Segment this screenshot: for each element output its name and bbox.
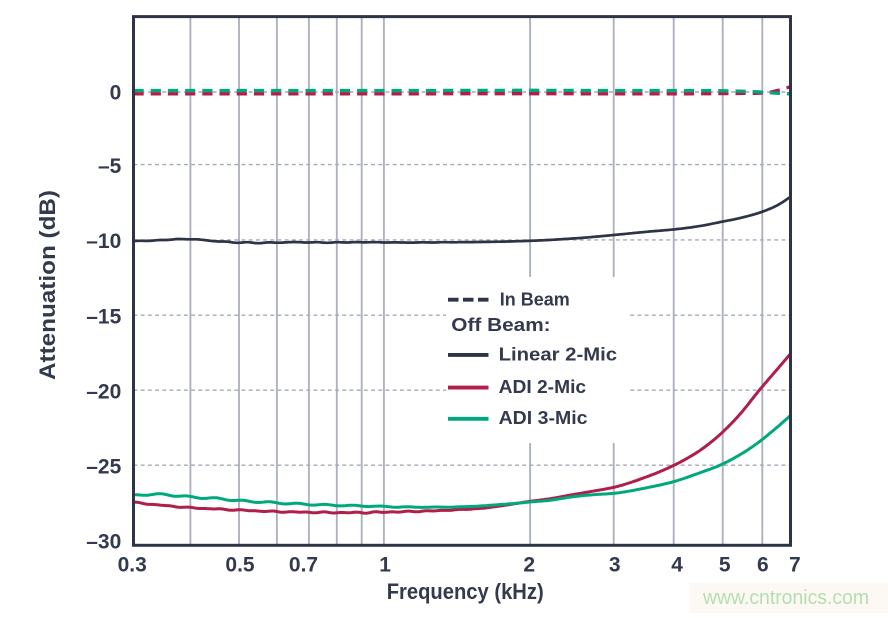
svg-text:In Beam: In Beam <box>500 288 570 309</box>
svg-text:7: 7 <box>789 553 801 576</box>
svg-text:5: 5 <box>719 553 731 576</box>
svg-text:–15: –15 <box>86 305 121 328</box>
svg-text:1: 1 <box>379 553 391 576</box>
svg-text:–20: –20 <box>86 380 121 403</box>
svg-text:0: 0 <box>110 81 122 104</box>
svg-text:–5: –5 <box>98 155 122 178</box>
svg-text:4: 4 <box>671 553 683 576</box>
svg-text:–10: –10 <box>86 230 121 253</box>
svg-text:2: 2 <box>523 553 535 576</box>
svg-text:www.cntronics.com: www.cntronics.com <box>702 587 869 609</box>
svg-text:–30: –30 <box>86 531 121 554</box>
svg-text:Attenuation (dB): Attenuation (dB) <box>35 190 60 380</box>
svg-text:6: 6 <box>757 553 769 576</box>
svg-text:Linear 2-Mic: Linear 2-Mic <box>499 343 617 364</box>
svg-text:0.7: 0.7 <box>289 553 318 576</box>
svg-text:ADI 2-Mic: ADI 2-Mic <box>499 376 587 397</box>
svg-text:–25: –25 <box>86 455 121 478</box>
svg-text:0.5: 0.5 <box>225 553 255 576</box>
svg-text:ADI 3-Mic: ADI 3-Mic <box>499 407 588 428</box>
svg-text:3: 3 <box>609 553 621 576</box>
svg-text:Frequency (kHz): Frequency (kHz) <box>387 579 544 604</box>
svg-text:0.3: 0.3 <box>118 553 147 576</box>
svg-text:Off Beam:: Off Beam: <box>451 314 550 335</box>
